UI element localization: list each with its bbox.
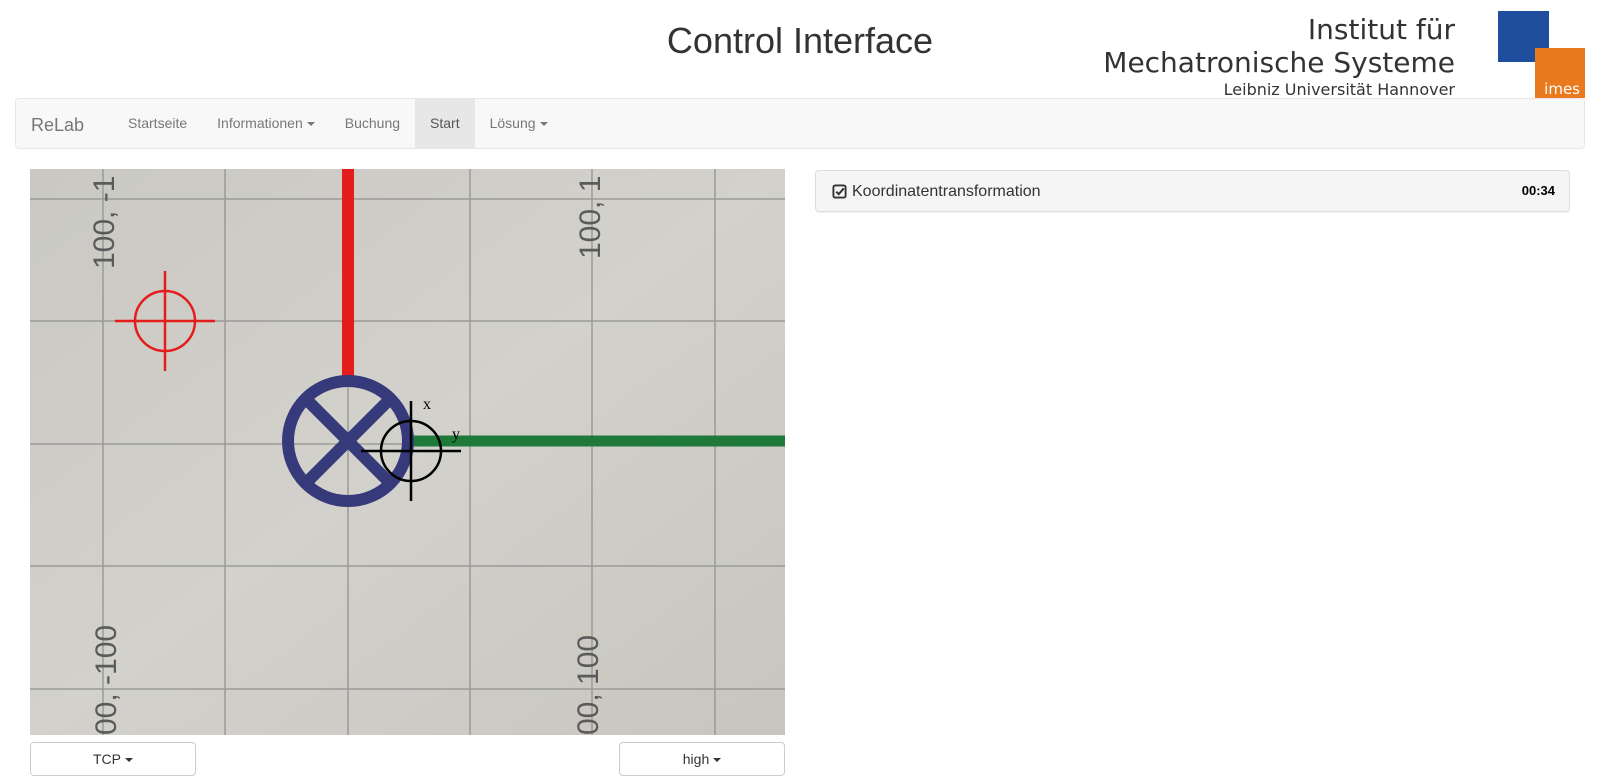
navbar-brand[interactable]: ReLab xyxy=(31,115,85,135)
nav-item-label: Lösung xyxy=(489,115,536,131)
nav-item-label: Buchung xyxy=(344,115,401,131)
nav-item-label: Informationen xyxy=(217,115,303,131)
task-title: Koordinatentransformation xyxy=(852,183,1041,200)
nav-item-loesung[interactable]: Lösung xyxy=(475,99,563,148)
caret-down-icon xyxy=(125,758,133,763)
institute-logo: Institut für Mechatronische Systeme Leib… xyxy=(1103,8,1600,100)
caret-down-icon xyxy=(713,758,722,763)
grid-label: 100, 1 xyxy=(574,176,607,259)
grid-label: 00, -100 xyxy=(90,625,123,735)
nav-item-informationen[interactable]: Informationen xyxy=(202,99,330,148)
tcp-x-label: x xyxy=(423,396,431,413)
main-navbar: ReLab Startseite Informationen Buchung S… xyxy=(15,98,1585,149)
tcp-dropdown-button[interactable]: TCP xyxy=(30,742,196,776)
page-title: Control Interface xyxy=(666,20,934,61)
task-timer: 00:34 xyxy=(1521,183,1555,198)
logo-line-1: Institut für xyxy=(1307,13,1455,46)
camera-view[interactable]: 100, -1 100, 1 00, -100 00, 100 x y xyxy=(30,169,785,735)
camera-image: 100, -1 100, 1 00, -100 00, 100 x y xyxy=(30,169,785,735)
nav-item-buchung[interactable]: Buchung xyxy=(330,99,415,148)
nav-item-startseite[interactable]: Startseite xyxy=(113,99,202,148)
target-crosshair-icon xyxy=(115,271,215,371)
logo-line-3: Leibniz Universität Hannover xyxy=(1223,80,1455,99)
origin-marker xyxy=(282,375,414,507)
caret-down-icon xyxy=(306,122,315,127)
nav-item-label: Start xyxy=(430,115,460,131)
nav-item-label: Startseite xyxy=(128,115,188,131)
caret-down-icon xyxy=(539,122,548,127)
logo-badge: imes xyxy=(1544,80,1580,98)
grid-label: 100, -1 xyxy=(88,176,121,269)
nav-items: Startseite Informationen Buchung Start L… xyxy=(113,99,563,148)
grid-label: 00, 100 xyxy=(572,635,605,735)
quality-dropdown-label: high xyxy=(682,751,710,767)
grid-coordinate-labels: 100, -1 100, 1 00, -100 00, 100 xyxy=(88,176,607,735)
logo-line-2: Mechatronische Systeme xyxy=(1103,46,1455,79)
tcp-crosshair-icon xyxy=(361,401,461,501)
tcp-y-label: y xyxy=(452,426,460,443)
quality-dropdown-button[interactable]: high xyxy=(619,742,785,776)
check-square-icon xyxy=(832,184,847,199)
tcp-dropdown-label: TCP xyxy=(93,751,121,767)
task-panel-header[interactable]: Koordinatentransformation 00:34 xyxy=(815,170,1570,212)
nav-item-start[interactable]: Start xyxy=(415,99,475,148)
logo-orange-square: imes xyxy=(1535,48,1585,98)
